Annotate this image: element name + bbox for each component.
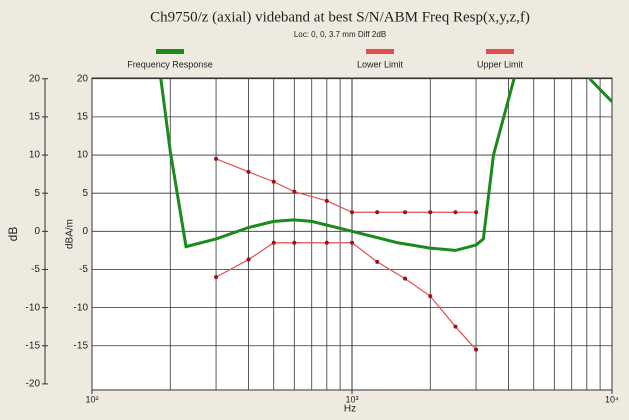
y2-tick-label: 10: [77, 150, 89, 161]
y-tick-label: 0: [34, 226, 40, 237]
x-tick-label: 10³: [345, 394, 358, 404]
x-tick-label: 10²: [85, 394, 98, 404]
y-tick-label: 5: [34, 188, 40, 199]
point: [403, 210, 408, 215]
legend-label: Upper Limit: [477, 59, 524, 69]
point: [324, 240, 329, 245]
y2-tick-label: 0: [82, 226, 88, 237]
legend-label: Frequency Response: [127, 59, 213, 69]
point: [214, 275, 219, 280]
point: [428, 210, 433, 215]
point: [246, 257, 251, 262]
point: [292, 189, 297, 194]
y2-tick-label: 15: [77, 112, 89, 123]
x-tick-label: 10⁴: [605, 394, 619, 404]
y-tick-label: -20: [26, 379, 41, 390]
point: [375, 210, 380, 215]
legend-swatch: [366, 49, 394, 54]
y-tick-label: -10: [26, 302, 41, 313]
point: [324, 198, 329, 203]
point: [271, 179, 276, 184]
y-tick-label: -15: [26, 340, 41, 351]
chart-subtitle: Loc: 0, 0, 3.7 mm Diff 2dB: [294, 30, 386, 39]
y-tick-label: -5: [31, 264, 40, 275]
y2-tick-label: 5: [82, 188, 88, 199]
point: [428, 294, 433, 299]
point: [474, 210, 479, 215]
legend-swatch: [486, 49, 514, 54]
point: [403, 276, 408, 281]
y2-tick-label: -15: [74, 340, 89, 351]
point: [350, 210, 354, 215]
point: [453, 210, 458, 215]
legend-swatch: [156, 49, 184, 54]
point: [246, 169, 251, 174]
y-tick-label: 20: [29, 73, 41, 84]
y-tick-label: 15: [29, 112, 41, 123]
chart-title: Ch9750/z (axial) videband at best S/N/AB…: [150, 9, 530, 25]
point: [292, 240, 297, 245]
point: [375, 259, 380, 264]
point: [350, 240, 354, 245]
y-tick-label: 10: [29, 150, 41, 161]
y-axis-label: dB: [6, 227, 20, 242]
y2-axis-label: dBA/m: [65, 219, 76, 249]
x-axis-label: Hz: [344, 404, 356, 415]
y2-tick-label: 20: [77, 73, 89, 84]
point: [474, 347, 479, 352]
y2-tick-label: -10: [74, 302, 89, 313]
legend-label: Lower Limit: [357, 59, 404, 69]
y2-tick-label: -5: [79, 264, 88, 275]
point: [271, 240, 276, 245]
point: [453, 324, 458, 329]
series-line: [588, 78, 612, 103]
series-line: [159, 78, 516, 252]
point: [214, 156, 219, 161]
